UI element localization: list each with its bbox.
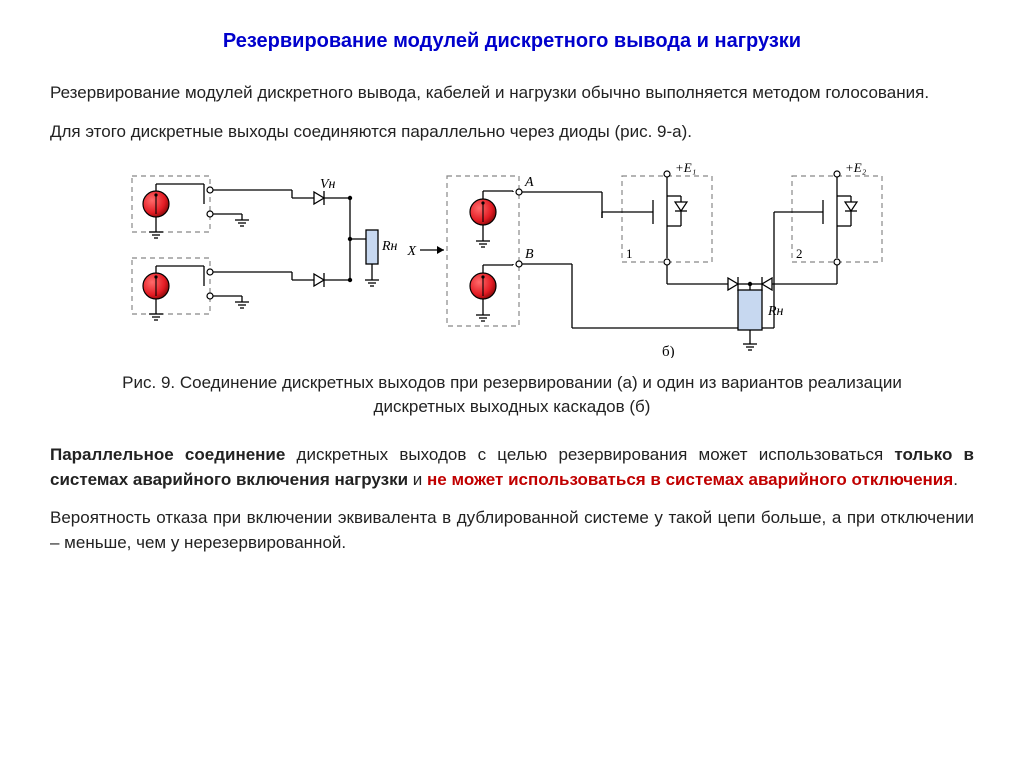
paragraph-2: Для этого дискретные выходы соединяются … [50,120,974,145]
svg-text:B: B [525,247,534,262]
svg-text:X: X [406,244,416,259]
svg-text:Rн: Rн [381,239,398,254]
p3-bold-1: Параллельное соединение [50,445,285,464]
svg-text:A: A [524,175,534,190]
svg-text:б): б) [662,344,675,358]
figure-9: Vн Rн X A B +E₁ 1 +E₂ 2 Rн б) [50,158,974,363]
svg-text:1: 1 [626,246,633,261]
svg-text:2: 2 [796,246,803,261]
paragraph-3: Параллельное соединение дискретных выход… [50,443,974,492]
svg-text:+E₂: +E₂ [845,160,867,175]
figure-9-caption: Рис. 9. Соединение дискретных выходов пр… [90,371,934,419]
paragraph-4: Вероятность отказа при включении эквивал… [50,506,974,555]
svg-text:+E₁: +E₁ [675,160,696,175]
p3-txt-2: и [408,470,427,489]
svg-text:Rн: Rн [767,304,784,319]
page-title: Резервирование модулей дискретного вывод… [50,30,974,53]
p3-txt-1: дискретных выходов с целью резервировани… [285,445,894,464]
p3-red: не может использоваться в системах авари… [427,470,953,489]
svg-text:Vн: Vн [320,177,336,192]
p3-txt-3: . [953,470,958,489]
paragraph-1: Резервирование модулей дискретного вывод… [50,81,974,106]
